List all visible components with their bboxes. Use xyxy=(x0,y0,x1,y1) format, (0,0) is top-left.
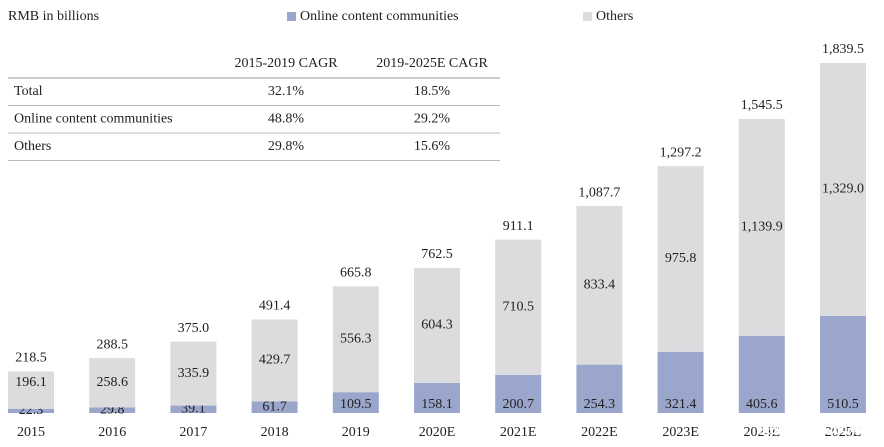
bar-segment xyxy=(89,407,136,413)
bar-segment xyxy=(251,319,298,402)
x-tick-label: 2023E xyxy=(662,425,699,440)
bar-segment xyxy=(8,408,54,413)
table-cell: 48.8% xyxy=(268,112,305,127)
legend-label: Others xyxy=(596,9,633,24)
bar-segment xyxy=(738,335,785,413)
value-label: 975.8 xyxy=(665,251,697,266)
bar-segment xyxy=(414,382,460,413)
bar-segment xyxy=(820,63,866,316)
total-label: 911.1 xyxy=(503,219,534,234)
table-header: 2019-2025E CAGR xyxy=(376,56,488,71)
x-tick-label: 2021E xyxy=(500,425,537,440)
total-label: 1,297.2 xyxy=(660,145,702,160)
total-label: 762.5 xyxy=(421,247,453,262)
value-label: 258.6 xyxy=(96,375,128,390)
value-label: 200.7 xyxy=(502,397,534,412)
x-tick-label: 2018 xyxy=(261,425,289,440)
value-label: 61.7 xyxy=(262,399,287,414)
value-label: 1,329.0 xyxy=(822,182,864,197)
table-row-label: Total xyxy=(14,84,43,99)
table-cell: 29.2% xyxy=(414,112,451,127)
total-label: 665.8 xyxy=(340,266,372,281)
total-label: 1,839.5 xyxy=(822,42,864,57)
bar-segment xyxy=(332,392,379,413)
value-label: 405.6 xyxy=(746,397,778,412)
total-label: 218.5 xyxy=(15,351,47,366)
table-cell: 15.6% xyxy=(414,139,451,154)
x-tick-label: 2019 xyxy=(342,425,370,440)
x-tick-label: 2024E xyxy=(744,425,781,440)
table-cell: 18.5% xyxy=(414,84,451,99)
legend-swatch xyxy=(583,12,592,21)
table-header: 2015-2019 CAGR xyxy=(234,56,338,71)
x-tick-label: 2015 xyxy=(17,425,45,440)
bar-segment xyxy=(495,374,542,413)
bar-segment xyxy=(332,286,379,393)
bar-segment xyxy=(738,118,785,336)
value-label: 158.1 xyxy=(421,397,453,412)
bar-segment xyxy=(414,267,460,383)
bar-segment xyxy=(170,405,217,413)
bar-segment xyxy=(576,364,623,413)
bar-segment xyxy=(657,166,704,352)
total-label: 288.5 xyxy=(96,337,128,352)
value-label: 321.4 xyxy=(665,397,697,412)
total-label: 1,545.5 xyxy=(741,98,783,113)
value-label: 254.3 xyxy=(584,397,616,412)
x-tick-label: 2025E xyxy=(825,425,862,440)
value-label: 1,139.9 xyxy=(741,220,783,235)
bar-segment xyxy=(8,371,54,409)
total-label: 375.0 xyxy=(178,321,210,336)
x-tick-label: 2020E xyxy=(419,425,456,440)
value-label: 109.5 xyxy=(340,397,372,412)
bar-segment xyxy=(89,358,136,408)
table-cell: 29.8% xyxy=(268,139,305,154)
value-label: 556.3 xyxy=(340,331,372,346)
table-row-label: Online content communities xyxy=(14,112,173,127)
total-label: 1,087.7 xyxy=(578,185,620,200)
x-tick-label: 2022E xyxy=(581,425,618,440)
x-tick-label: 2016 xyxy=(98,425,126,440)
value-label: 510.5 xyxy=(827,397,859,412)
legend-swatch xyxy=(287,12,296,21)
x-tick-label: 2017 xyxy=(179,425,207,440)
legend-label: Online content communities xyxy=(300,9,459,24)
table-cell: 32.1% xyxy=(268,84,305,99)
value-label: 710.5 xyxy=(502,299,534,314)
bar-segment xyxy=(251,401,298,413)
value-label: 604.3 xyxy=(421,318,453,333)
bar-segment xyxy=(495,239,542,375)
watermark: 搜狐号@北京海证 xyxy=(756,419,876,437)
table-row-label: Others xyxy=(14,139,51,154)
value-label: 833.4 xyxy=(584,278,616,293)
unit-label: RMB in billions xyxy=(8,9,99,24)
bar-segment xyxy=(170,341,217,406)
value-label: 429.7 xyxy=(259,353,291,368)
bar-segment xyxy=(657,351,704,413)
value-label: 196.1 xyxy=(15,375,47,390)
value-label: 335.9 xyxy=(178,366,210,381)
bar-segment xyxy=(820,315,866,413)
bar-segment xyxy=(576,206,623,365)
total-label: 491.4 xyxy=(259,299,291,314)
